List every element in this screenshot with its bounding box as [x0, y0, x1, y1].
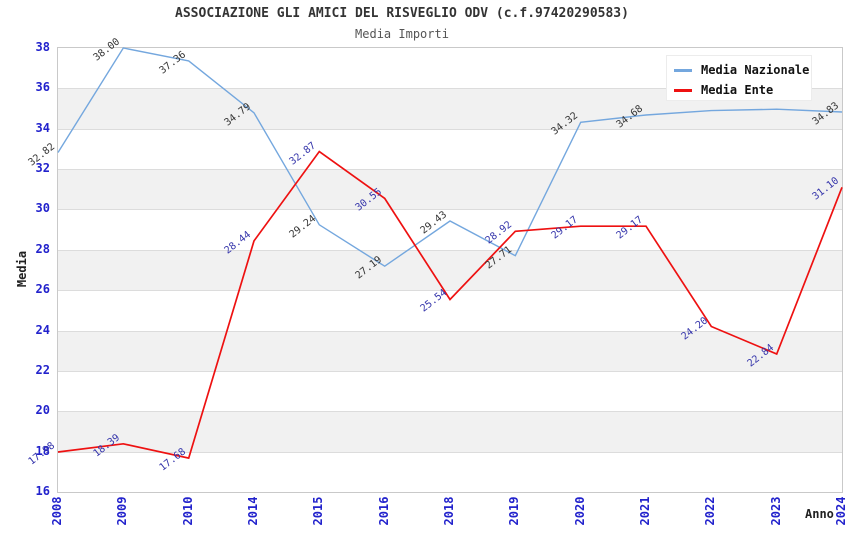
grid-band [58, 330, 842, 371]
gridline [58, 88, 842, 90]
x-tick-label: 2024 [834, 496, 848, 526]
x-axis-title: Anno [805, 507, 834, 521]
x-tick-label: 2016 [376, 496, 391, 526]
legend-item-media-ente: Media Ente [667, 80, 811, 100]
y-tick-label: 20 [35, 403, 50, 418]
y-tick-label: 34 [35, 120, 50, 135]
y-tick-label: 22 [35, 362, 50, 377]
line-media-ente [57, 150, 843, 460]
gridline [58, 209, 842, 211]
series-lines [57, 47, 843, 460]
grid-band [58, 128, 842, 170]
y-tick-label: 30 [35, 201, 50, 216]
gridline [58, 330, 842, 332]
x-tick-label: 2022 [703, 496, 718, 526]
plot-area: 32.82 38.00 37.36 34.79 29.24 27.19 29.43 27.71… [27, 36, 843, 493]
y-tick-label: 18 [35, 443, 50, 458]
y-tick-label: 16 [35, 484, 50, 498]
gridline [58, 370, 842, 372]
legend-swatch-nazionale-icon [674, 68, 692, 72]
y-tick-label: 28 [35, 241, 50, 256]
x-tick-label: 2010 [180, 496, 195, 526]
x-tick-label: 2015 [311, 496, 326, 526]
y-tick-label: 26 [35, 282, 50, 297]
y-tick-label: 38 [35, 40, 50, 54]
legend-label-media-nazionale: Media Nazionale [701, 63, 810, 77]
line-media-nazionale [57, 47, 843, 268]
legend-item-media-nazionale: Media Nazionale [667, 60, 811, 80]
x-tick-label: 2023 [768, 496, 783, 526]
x-tick-label: 2009 [115, 496, 130, 526]
gridline [58, 411, 842, 413]
x-tick-label: 2021 [638, 496, 652, 526]
grid-band [58, 209, 842, 250]
legend-label-media-ente: Media Ente [701, 83, 774, 97]
legend-swatch-ente-icon [674, 88, 692, 92]
grid-band [58, 169, 842, 210]
x-tick-label: 2014 [246, 496, 260, 526]
chart-title: ASSOCIAZIONE GLI AMICI DEL RISVEGLIO ODV… [175, 6, 629, 21]
grid-band [58, 411, 842, 452]
y-tick-label: 36 [35, 80, 50, 95]
y-tick-label: 32 [35, 161, 50, 176]
legend: Media Nazionale Media Ente [666, 55, 812, 101]
chart-subtitle: Media Importi [355, 27, 449, 41]
grid-band [58, 290, 842, 331]
gridline [58, 451, 842, 453]
gridline [58, 128, 842, 130]
grid-band [58, 249, 842, 291]
y-tick-label: 24 [35, 322, 50, 337]
x-tick-label: 2018 [442, 496, 456, 526]
gridline [58, 169, 842, 171]
grid-band [58, 370, 842, 412]
x-tick-label: 2020 [572, 496, 587, 526]
gridline [58, 249, 842, 251]
x-tick-label: 2008 [50, 496, 64, 526]
gridline [58, 290, 842, 292]
x-tick-label: 2019 [507, 496, 522, 526]
